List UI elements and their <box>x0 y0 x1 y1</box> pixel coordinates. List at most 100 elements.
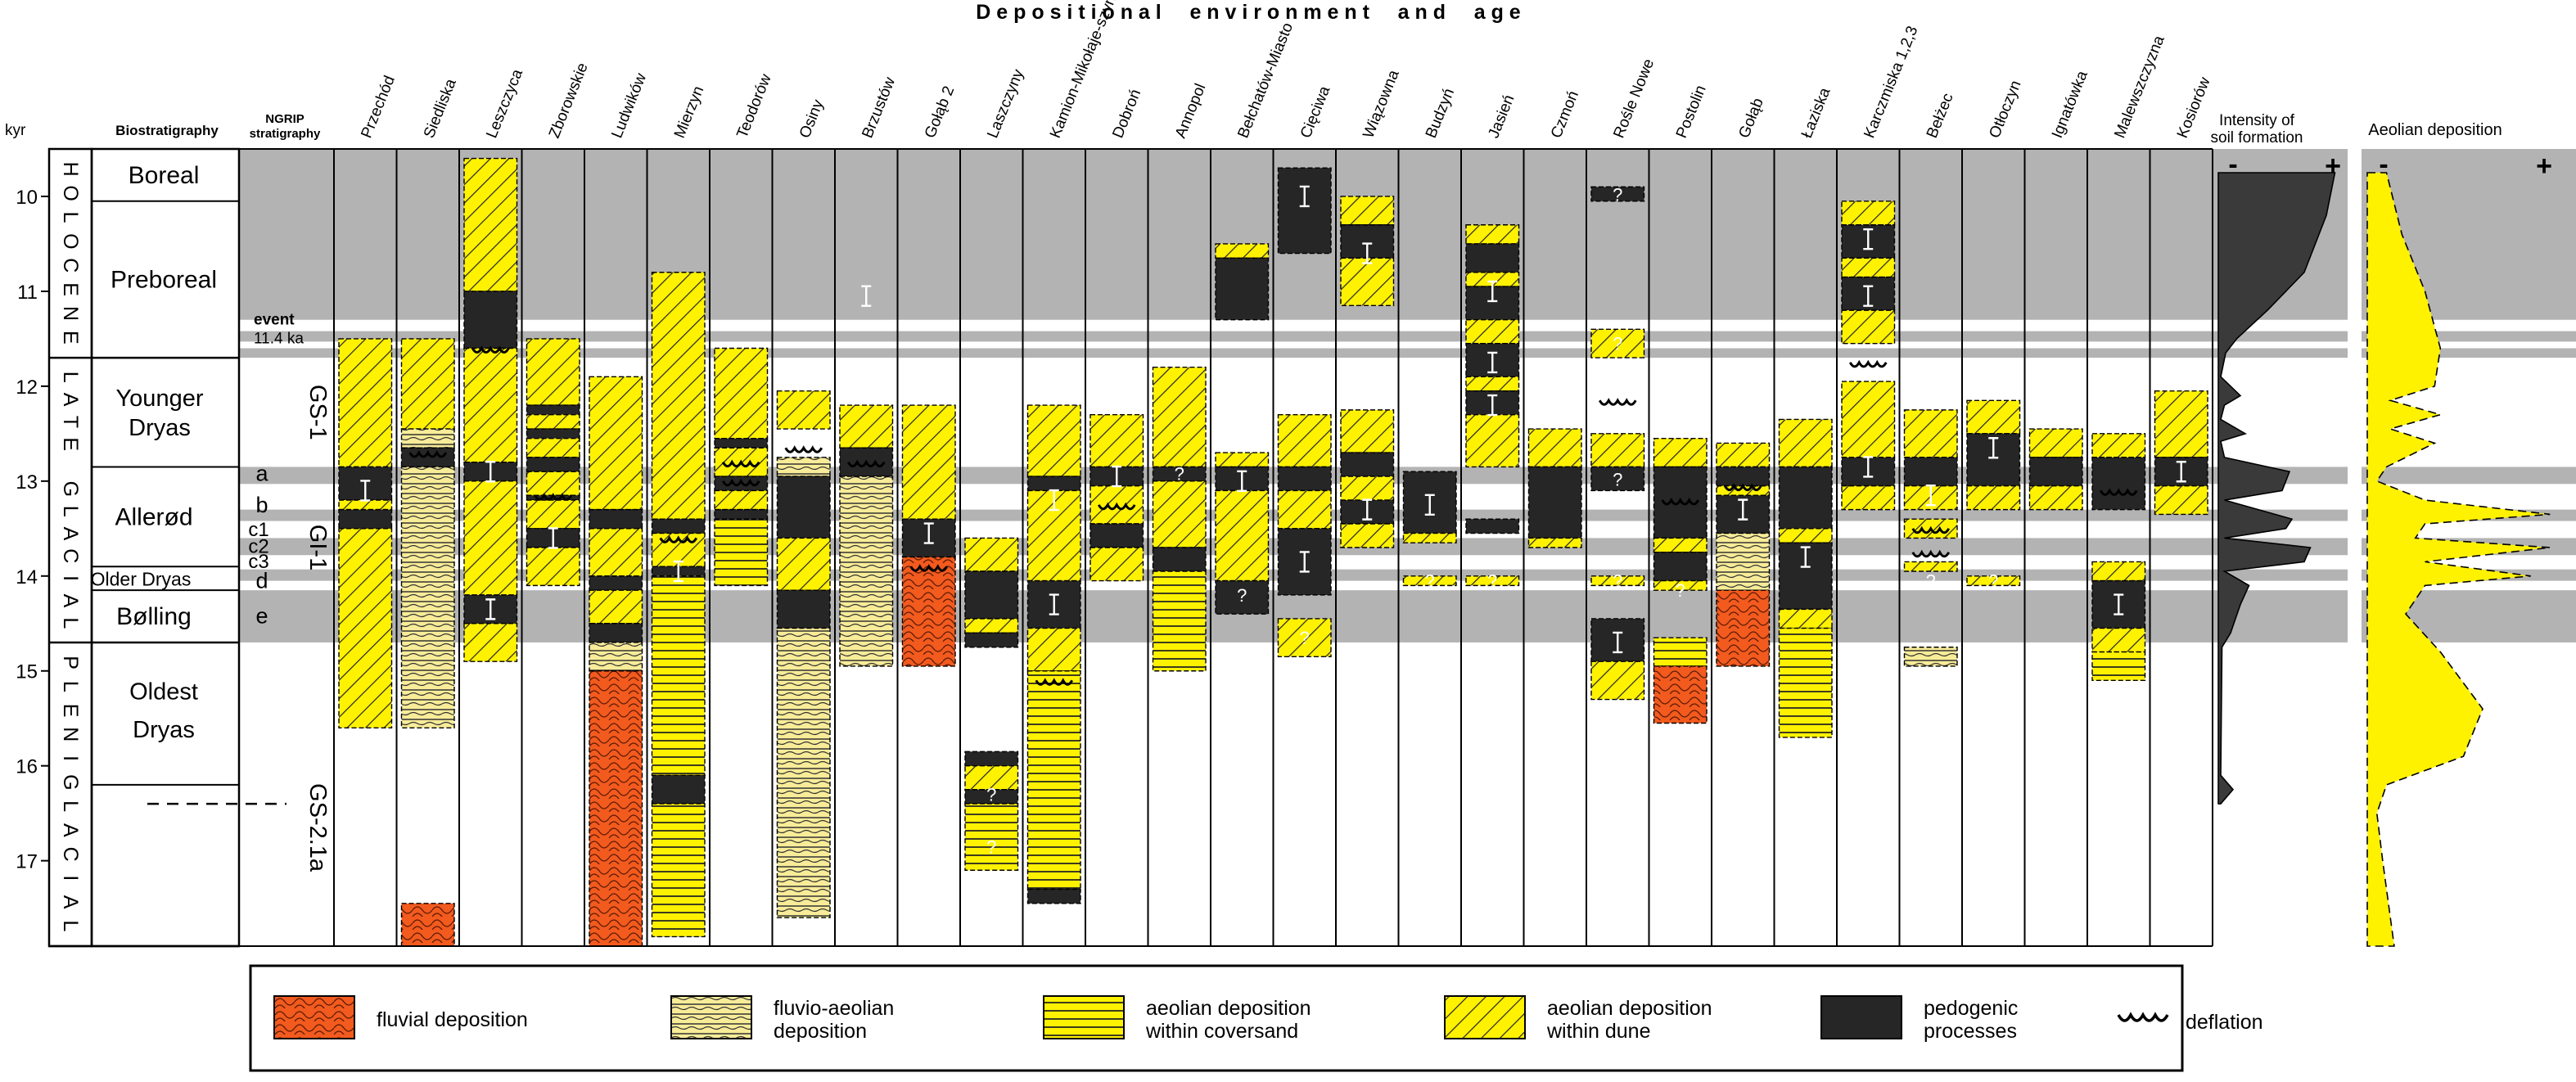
uncertain-mark: ? <box>1613 571 1622 592</box>
age-range-marker <box>1362 498 1373 521</box>
legend-label: pedogenic <box>1924 997 2018 1020</box>
epoch-letter: O <box>59 233 82 249</box>
segment-dune <box>1089 413 1144 468</box>
biostratigraphy-header: Biostratigraphy <box>115 123 219 138</box>
site-label: Bełżec <box>1924 91 1957 141</box>
ngrip-gi1-label: GI-1 <box>305 525 331 570</box>
biozone-label: Dryas <box>129 415 191 441</box>
site-label: Ludwików <box>608 70 650 140</box>
age-range-marker <box>1237 470 1247 493</box>
epoch-letter: G <box>59 774 82 790</box>
segment-fluvial <box>589 670 643 947</box>
segment-pedo <box>589 623 643 643</box>
segment-dune <box>1277 413 1332 468</box>
epoch-letter: E <box>59 282 82 296</box>
epoch-letter: I <box>59 875 82 881</box>
segment-pedo <box>1277 167 1332 255</box>
segment-pedo <box>2091 457 2146 511</box>
legend-swatch-pedo <box>1820 995 1902 1039</box>
segment-dune <box>1402 532 1457 543</box>
epoch-letter: P <box>59 656 82 669</box>
segment-dune <box>651 272 706 520</box>
soil-plus-sign: + <box>2325 151 2341 182</box>
segment-coversand <box>651 575 706 776</box>
deflation-mark <box>784 445 823 453</box>
site-label: Czmoń <box>1548 88 1582 141</box>
deflation-mark <box>659 535 698 543</box>
subzone-letter: c1 <box>248 519 268 541</box>
segment-dune <box>1089 547 1144 582</box>
segment-dune <box>1653 579 1708 591</box>
segment-dune <box>589 376 643 511</box>
segment-dune <box>1340 523 1395 548</box>
epoch-letter: A <box>59 823 82 837</box>
age-range-marker <box>1988 437 1999 459</box>
legend-swatch-coversand <box>1043 995 1125 1039</box>
segment-fluvio <box>839 476 894 667</box>
segment-fluvio <box>1903 647 1958 667</box>
segment-pedo <box>1716 466 1771 487</box>
legend-label: aeolian deposition <box>1547 997 1712 1020</box>
segment-dune <box>1653 437 1708 468</box>
gray-band <box>2213 331 2348 342</box>
segment-dune <box>1841 257 1896 278</box>
aeolian-deposition-curve <box>2366 172 2551 947</box>
segment-coversand <box>651 803 706 938</box>
uncertain-mark: ? <box>986 836 996 857</box>
site-label: Łaziska <box>1798 85 1834 141</box>
uncertain-mark: ? <box>1926 571 1936 592</box>
biozone-label: Allerød <box>115 503 192 530</box>
legend-label: aeolian deposition <box>1146 997 1311 1020</box>
segment-coversand <box>1653 637 1708 667</box>
segment-dune <box>463 623 518 662</box>
deflation-mark <box>1911 525 1951 534</box>
epoch-letter: N <box>59 727 82 742</box>
segment-dune <box>714 347 769 440</box>
age-range-marker <box>1800 546 1811 568</box>
segment-dune <box>1966 399 2021 435</box>
aeolian-plus-sign: + <box>2536 151 2552 182</box>
age-range-marker <box>360 480 371 502</box>
gray-band <box>239 331 2213 342</box>
segment-dune <box>964 537 1019 572</box>
soil-intensity-header-line1: Intensity of <box>2219 112 2295 129</box>
intensity-curves: - + - + <box>2212 149 2576 947</box>
segment-pedo <box>1026 579 1081 629</box>
segment-dune <box>1026 627 1081 672</box>
segment-pedo <box>776 476 831 539</box>
deflation-mark <box>534 493 573 501</box>
gray-band <box>2213 348 2348 358</box>
segment-dune <box>463 157 518 292</box>
event-age-label: 11.4 ka <box>254 331 304 348</box>
segment-dune <box>901 404 956 520</box>
segment-dune <box>2154 485 2208 516</box>
segment-pedo <box>651 518 706 534</box>
segment-dune <box>1841 381 1896 458</box>
segment-pedo <box>1465 518 1520 534</box>
site-label: Otłoczyn <box>1986 78 2024 140</box>
stratigraphy-columns: 1011121314151617HOLOCENELATEGLACIALPLENI… <box>16 147 331 948</box>
soil-formation-curve <box>2217 172 2336 805</box>
segment-pedo <box>651 774 706 805</box>
segment-pedo <box>1215 257 1270 321</box>
segment-dune <box>1465 575 1520 587</box>
site-label: Gołąb 2 <box>922 83 958 141</box>
segment-dune <box>1340 476 1395 501</box>
segment-dune <box>776 537 831 591</box>
site-label: Jasień <box>1485 92 1518 141</box>
segment-dune <box>1465 376 1520 392</box>
segment-dune <box>1465 413 1520 468</box>
age-range-marker <box>861 285 872 307</box>
time-tick-label: 12 <box>16 376 38 399</box>
segment-dune <box>463 347 518 463</box>
age-range-marker <box>1863 228 1874 250</box>
age-range-marker <box>1487 280 1498 303</box>
segment-dune <box>1465 319 1520 345</box>
epoch-letter: E <box>59 704 82 718</box>
segment-dune <box>714 489 769 511</box>
segment-dune <box>1527 537 1582 548</box>
segment-pedo <box>1465 243 1520 273</box>
epoch-letter: L <box>59 800 82 812</box>
segment-dune <box>2091 433 2146 458</box>
